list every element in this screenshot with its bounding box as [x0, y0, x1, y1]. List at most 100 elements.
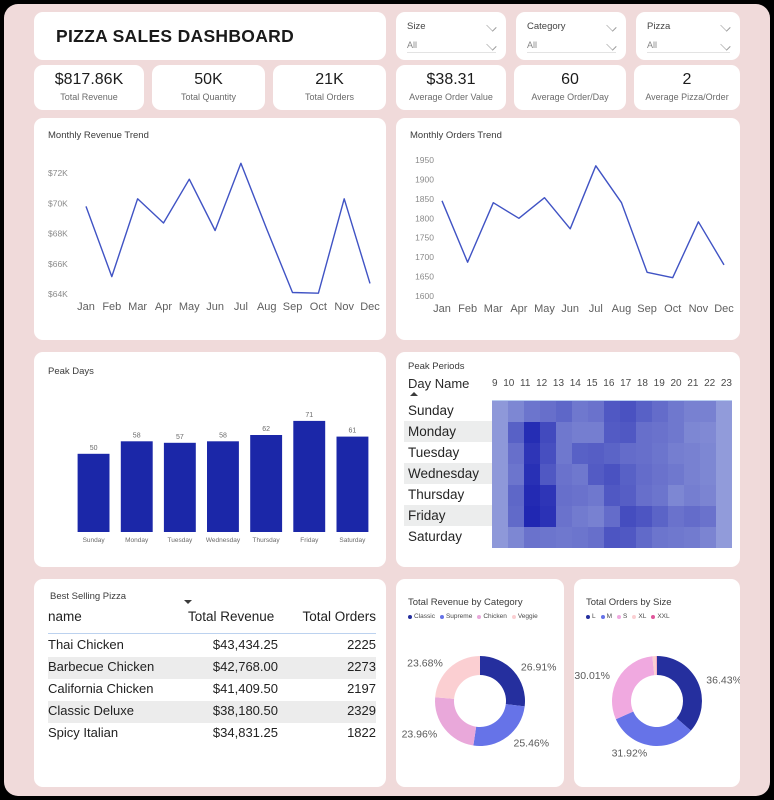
heatmap-cell[interactable]	[604, 401, 620, 422]
legend-item[interactable]: XL	[632, 613, 646, 620]
heatmap-cell[interactable]	[572, 422, 588, 443]
heatmap-cell[interactable]	[604, 506, 620, 527]
heatmap-cell[interactable]	[700, 443, 716, 464]
heatmap-cell[interactable]	[492, 443, 508, 464]
heatmap-cell[interactable]	[684, 422, 700, 443]
heatmap-cell[interactable]	[620, 485, 636, 506]
heatmap-cell[interactable]	[604, 485, 620, 506]
heatmap-cell[interactable]	[620, 464, 636, 485]
heatmap-cell[interactable]	[524, 464, 540, 485]
heatmap-cell[interactable]	[508, 485, 524, 506]
heatmap-cell[interactable]	[700, 527, 716, 548]
heatmap-cell[interactable]	[620, 422, 636, 443]
heatmap-cell[interactable]	[604, 443, 620, 464]
heatmap-cell[interactable]	[572, 527, 588, 548]
heatmap-cell[interactable]	[716, 422, 732, 443]
heatmap-cell[interactable]	[668, 527, 684, 548]
heatmap-cell[interactable]	[540, 506, 556, 527]
heatmap-cell[interactable]	[556, 422, 572, 443]
heatmap-cell[interactable]	[700, 506, 716, 527]
heatmap-cell[interactable]	[700, 464, 716, 485]
donut-slice[interactable]	[615, 711, 691, 746]
heatmap-cell[interactable]	[652, 422, 668, 443]
legend-item[interactable]: Chicken	[477, 613, 507, 620]
kpi-average-order-value[interactable]: $38.31 Average Order Value	[396, 65, 506, 110]
heatmap-cell[interactable]	[508, 422, 524, 443]
heatmap-day-label[interactable]: Wednesday	[404, 463, 492, 484]
heatmap-cell[interactable]	[524, 443, 540, 464]
heatmap-cell[interactable]	[524, 506, 540, 527]
heatmap-cell[interactable]	[492, 464, 508, 485]
chevron-down-icon[interactable]	[720, 21, 731, 32]
heatmap-cell[interactable]	[636, 401, 652, 422]
heatmap-cell[interactable]	[620, 401, 636, 422]
heatmap-cell[interactable]	[668, 485, 684, 506]
heatmap-cell[interactable]	[556, 506, 572, 527]
heatmap-cell[interactable]	[572, 464, 588, 485]
table-row[interactable]: Thai Chicken $43,434.25 2225	[48, 635, 376, 657]
donut-slice[interactable]	[652, 656, 657, 676]
legend-item[interactable]: XXL	[651, 613, 670, 620]
column-header-name[interactable]: name	[48, 609, 82, 624]
heatmap-cell[interactable]	[540, 527, 556, 548]
table-row[interactable]: Spicy Italian $34,831.25 1822	[48, 723, 376, 745]
table-row[interactable]: Classic Deluxe $38,180.50 2329	[48, 701, 376, 723]
best-selling-pizza-card[interactable]: Best Selling Pizza name Total Revenue To…	[34, 579, 386, 787]
sort-descending-icon[interactable]	[184, 600, 192, 604]
heatmap-cell[interactable]	[492, 401, 508, 422]
heatmap-cell[interactable]	[684, 506, 700, 527]
column-header-total-orders[interactable]: Total Orders	[302, 609, 376, 624]
heatmap-cell[interactable]	[572, 401, 588, 422]
heatmap-cell[interactable]	[620, 443, 636, 464]
heatmap-cell[interactable]	[700, 422, 716, 443]
heatmap-cell[interactable]	[620, 527, 636, 548]
chevron-down-icon[interactable]	[606, 21, 617, 32]
heatmap-cell[interactable]	[572, 443, 588, 464]
heatmap-cell[interactable]	[556, 464, 572, 485]
heatmap-cell[interactable]	[684, 401, 700, 422]
heatmap-cell[interactable]	[588, 422, 604, 443]
heatmap-cell[interactable]	[604, 422, 620, 443]
peak-days-card[interactable]: Peak Days 50 Sunday 58 Monday 57 Tuesday 58 Wed…	[34, 352, 386, 567]
heatmap-cell[interactable]	[588, 527, 604, 548]
heatmap-cell[interactable]	[668, 443, 684, 464]
heatmap-cell[interactable]	[508, 527, 524, 548]
monthly-revenue-trend-card[interactable]: Monthly Revenue Trend $64K $66K $68K $70K $7…	[34, 118, 386, 340]
heatmap-cell[interactable]	[636, 506, 652, 527]
revenue-by-category-card[interactable]: Total Revenue by Category Classic Supreme…	[396, 579, 564, 787]
heatmap-cell[interactable]	[604, 527, 620, 548]
slicer-pizza[interactable]: Pizza All	[636, 12, 740, 60]
slicer-size[interactable]: Size All	[396, 12, 506, 60]
donut-slice[interactable]	[612, 656, 655, 720]
chevron-down-icon[interactable]	[486, 21, 497, 32]
heatmap-cell[interactable]	[636, 443, 652, 464]
heatmap-cell[interactable]	[524, 422, 540, 443]
heatmap-cell[interactable]	[716, 464, 732, 485]
heatmap-cell[interactable]	[588, 443, 604, 464]
heatmap-cell[interactable]	[556, 401, 572, 422]
slicer-category[interactable]: Category All	[516, 12, 626, 60]
heatmap-day-label[interactable]: Saturday	[408, 529, 463, 544]
donut-slice[interactable]	[480, 656, 525, 707]
heatmap-cell[interactable]	[540, 485, 556, 506]
heatmap-cell[interactable]	[652, 401, 668, 422]
donut-slice[interactable]	[435, 656, 480, 699]
heatmap-cell[interactable]	[668, 422, 684, 443]
heatmap-cell[interactable]	[700, 485, 716, 506]
heatmap-cell[interactable]	[652, 485, 668, 506]
heatmap-cell[interactable]	[652, 443, 668, 464]
heatmap-cell[interactable]	[508, 506, 524, 527]
heatmap-cell[interactable]	[492, 506, 508, 527]
heatmap-cell[interactable]	[572, 485, 588, 506]
legend-item[interactable]: S	[617, 613, 627, 620]
heatmap-cell[interactable]	[492, 422, 508, 443]
chevron-down-icon[interactable]	[720, 40, 731, 51]
kpi-average-pizza-per-order[interactable]: 2 Average Pizza/Order	[634, 65, 740, 110]
heatmap-cell[interactable]	[668, 506, 684, 527]
heatmap-cell[interactable]	[684, 485, 700, 506]
kpi-total-revenue[interactable]: $817.86K Total Revenue	[34, 65, 144, 110]
heatmap-cell[interactable]	[588, 464, 604, 485]
heatmap-cell[interactable]	[652, 527, 668, 548]
heatmap-cell[interactable]	[716, 443, 732, 464]
kpi-total-orders[interactable]: 21K Total Orders	[273, 65, 386, 110]
